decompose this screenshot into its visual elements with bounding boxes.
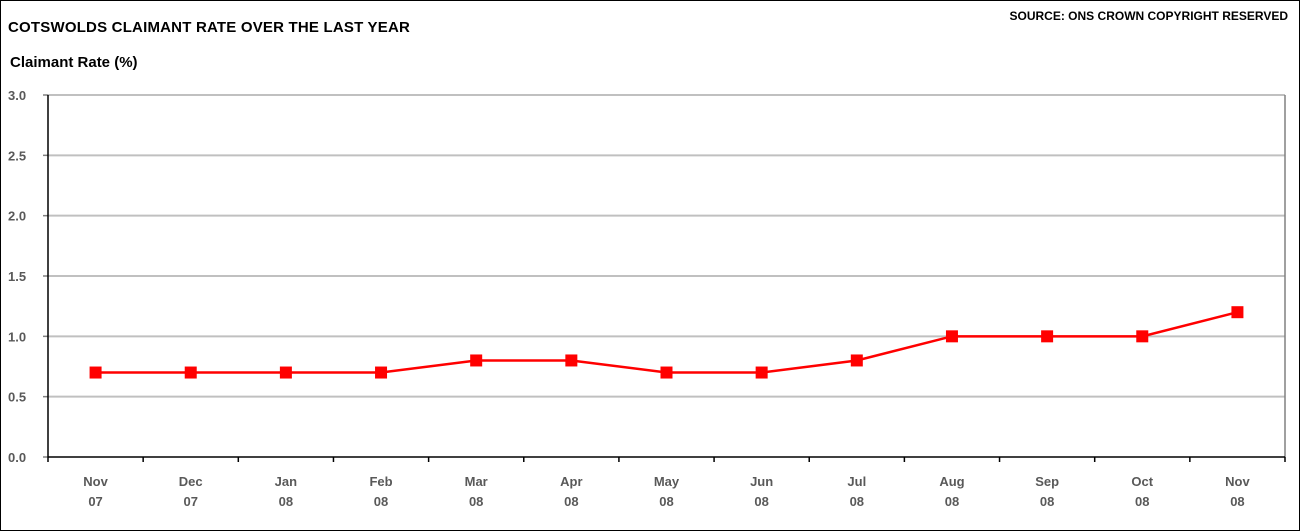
x-tick-label-month: Dec (179, 474, 203, 489)
chart-title: COTSWOLDS CLAIMANT RATE OVER THE LAST YE… (8, 19, 411, 36)
gridlines (48, 94, 1285, 398)
data-point-marker (945, 330, 958, 343)
x-tick-label-month: Jun (750, 474, 773, 489)
x-tick-label-year: 08 (850, 494, 864, 509)
x-tick-label-year: 08 (374, 494, 388, 509)
y-tick-label: 1.5 (8, 269, 26, 284)
data-point-marker (565, 354, 578, 367)
x-tick-label-month: Mar (465, 474, 488, 489)
series (89, 306, 1244, 379)
x-tick-label-year: 08 (1230, 494, 1244, 509)
data-point-marker (89, 366, 102, 379)
data-point-marker (1231, 306, 1244, 319)
data-point-marker (375, 366, 388, 379)
x-tick-label-month: Nov (1225, 474, 1250, 489)
x-tick-label-year: 08 (279, 494, 293, 509)
x-tick-label-month: May (654, 474, 680, 489)
data-point-marker (755, 366, 768, 379)
data-point-marker (660, 366, 673, 379)
x-tick-label-year: 08 (1135, 494, 1149, 509)
x-tick-label-month: Jan (275, 474, 297, 489)
x-tick-label-year: 08 (659, 494, 673, 509)
x-tick-label-month: Nov (83, 474, 108, 489)
y-tick-label: 2.5 (8, 148, 26, 163)
data-point-marker (470, 354, 483, 367)
x-tick-label-year: 07 (88, 494, 102, 509)
x-tick-label-year: 08 (1040, 494, 1054, 509)
data-point-marker (1041, 330, 1054, 343)
y-tick-label: 0.5 (8, 390, 26, 405)
y-tick-label: 3.0 (8, 88, 26, 103)
x-tick-label-month: Feb (369, 474, 392, 489)
x-tick-label-month: Oct (1131, 474, 1153, 489)
y-tick-label: 1.0 (8, 329, 26, 344)
y-tick-label: 2.0 (8, 209, 26, 224)
x-tick-label-month: Sep (1035, 474, 1059, 489)
data-point-marker (279, 366, 292, 379)
data-point-marker (1136, 330, 1149, 343)
y-tick-label: 0.0 (8, 450, 26, 465)
x-tick-label-year: 07 (183, 494, 197, 509)
x-tick-label-month: Jul (847, 474, 866, 489)
series-line (95, 310, 1238, 374)
x-tick-label-year: 08 (754, 494, 768, 509)
x-tick-label-year: 08 (945, 494, 959, 509)
tick-labels: 0.0 0.5 1.0 1.5 2.0 2.5 3.0 Nov 07 Dec 07 Jan 08 Feb 0… (8, 88, 1250, 509)
x-tick-label-month: Aug (939, 474, 964, 489)
axes (43, 94, 1286, 462)
data-point-marker (850, 354, 863, 367)
chart-source: SOURCE: ONS CROWN COPYRIGHT RESERVED (1009, 9, 1288, 23)
y-axis-label: Claimant Rate (%) (10, 54, 138, 71)
x-tick-label-year: 08 (469, 494, 483, 509)
x-tick-label-month: Apr (560, 474, 582, 489)
data-point-marker (184, 366, 197, 379)
x-tick-label-year: 08 (564, 494, 578, 509)
